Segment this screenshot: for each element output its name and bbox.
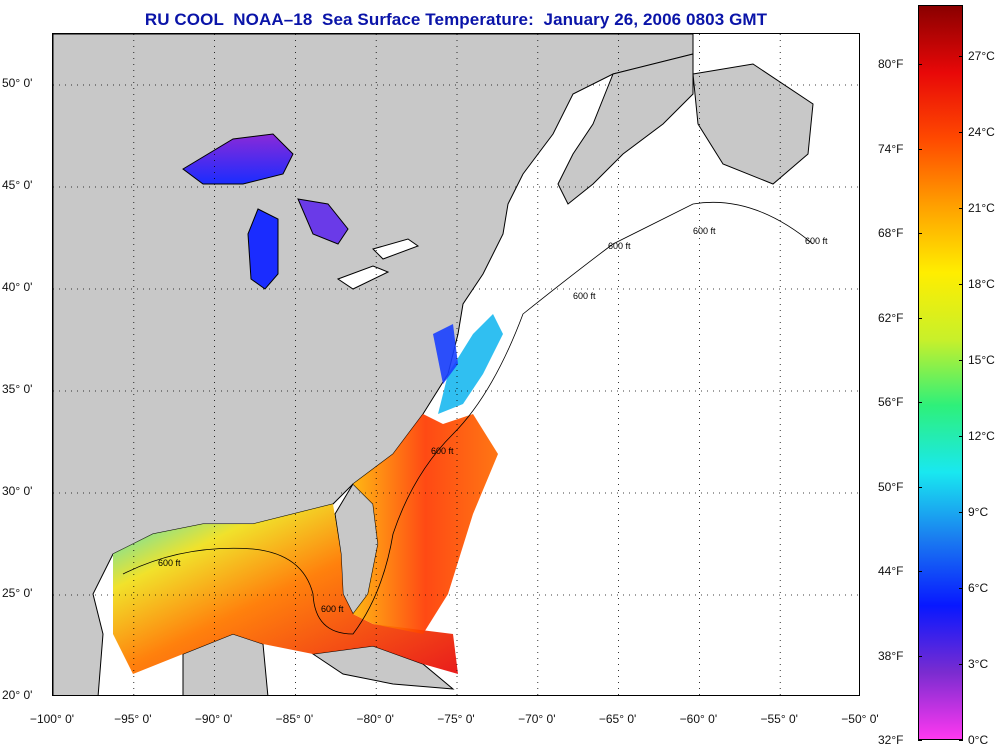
fahrenheit-tick	[918, 317, 922, 319]
longitude-label: −60° 0'	[679, 712, 718, 726]
celsius-label: 0°C	[968, 733, 989, 747]
fahrenheit-label: 62°F	[878, 310, 904, 325]
lake-huron	[297, 198, 349, 245]
fahrenheit-tick	[918, 486, 922, 488]
latitude-label: 30° 0'	[2, 484, 33, 498]
atlantic-shelf-sst	[353, 414, 498, 634]
sst-map: 600 ft 600 ft 600 ft 600 ft 600 ft 600 ft 600 …	[52, 33, 860, 696]
celsius-label: 12°C	[968, 428, 995, 443]
celsius-label: 9°C	[968, 504, 989, 519]
celsius-tick	[959, 587, 963, 589]
fahrenheit-tick	[918, 571, 922, 573]
temperature-colorbar	[918, 5, 963, 740]
fahrenheit-label: 56°F	[878, 395, 904, 410]
celsius-tick	[959, 511, 963, 513]
isobath-label: 600 ft	[158, 558, 181, 568]
newfoundland-land	[692, 63, 814, 185]
land-masses	[53, 34, 814, 695]
longitude-label: −85° 0'	[275, 712, 314, 726]
celsius-label: 15°C	[968, 352, 995, 367]
fahrenheit-tick	[918, 655, 922, 657]
chesapeake-sst	[433, 324, 458, 384]
lake-erie	[336, 265, 390, 290]
gulf-of-mexico-sst	[113, 504, 458, 674]
fahrenheit-label: 44°F	[878, 564, 904, 579]
fahrenheit-tick	[918, 233, 922, 235]
isobath-label: 600 ft	[573, 291, 596, 301]
celsius-tick	[959, 435, 963, 437]
lake-michigan	[247, 208, 279, 290]
map-canvas: 600 ft 600 ft 600 ft 600 ft 600 ft 600 ft 600 …	[53, 34, 859, 695]
isobath-label: 600 ft	[608, 241, 631, 251]
longitude-label: −90° 0'	[194, 712, 233, 726]
fahrenheit-tick	[918, 148, 922, 150]
isobath-label: 600 ft	[805, 236, 828, 246]
longitude-label: −75° 0'	[437, 712, 475, 726]
mid-atlantic-sst	[438, 314, 503, 414]
latitude-label: 20° 0'	[2, 688, 33, 702]
celsius-label: 27°C	[968, 48, 995, 63]
celsius-label: 18°C	[968, 276, 995, 291]
celsius-tick	[959, 207, 963, 209]
latitude-label: 50° 0'	[2, 76, 33, 90]
fahrenheit-label: 50°F	[878, 479, 904, 494]
celsius-tick	[959, 359, 963, 361]
fahrenheit-label: 38°F	[878, 648, 904, 663]
great-lakes	[182, 133, 420, 290]
graticule	[53, 34, 859, 695]
sst-data	[113, 314, 503, 674]
fahrenheit-label: 74°F	[878, 141, 904, 156]
fahrenheit-label: 68°F	[878, 226, 904, 241]
longitude-label: −70° 0'	[518, 712, 556, 726]
celsius-tick	[959, 131, 963, 133]
longitude-label: −95° 0'	[114, 712, 152, 726]
isobath-label: 600 ft	[693, 226, 716, 236]
celsius-label: 21°C	[968, 200, 995, 215]
latitude-label: 40° 0'	[2, 280, 33, 294]
fahrenheit-tick	[918, 64, 922, 66]
maritimes-land	[557, 53, 694, 205]
fahrenheit-label: 32°F	[878, 733, 904, 747]
longitude-label: −100° 0'	[29, 712, 75, 726]
latitude-label: 35° 0'	[2, 382, 33, 396]
isobath-label: 600 ft	[431, 446, 454, 456]
latitude-label: 25° 0'	[2, 586, 33, 600]
celsius-tick	[959, 663, 963, 665]
celsius-label: 6°C	[968, 580, 989, 595]
lake-superior	[182, 133, 294, 185]
lake-ontario	[372, 238, 420, 260]
celsius-label: 24°C	[968, 124, 995, 139]
isobath-labels: 600 ft 600 ft 600 ft 600 ft 600 ft 600 ft 600 …	[158, 226, 828, 614]
fahrenheit-tick	[918, 402, 922, 404]
celsius-tick	[959, 55, 963, 57]
longitude-label: −55° 0'	[760, 712, 798, 726]
celsius-tick	[959, 740, 963, 741]
celsius-label: 3°C	[968, 656, 989, 671]
fahrenheit-label: 80°F	[878, 57, 904, 72]
latitude-label: 45° 0'	[2, 178, 33, 192]
fahrenheit-tick	[918, 740, 922, 741]
celsius-tick	[959, 283, 963, 285]
longitude-label: −80° 0'	[356, 712, 394, 726]
longitude-label: −50° 0'	[841, 712, 879, 726]
longitude-label: −65° 0'	[598, 712, 637, 726]
map-title: RU COOL NOAA–18 Sea Surface Temperature:…	[144, 10, 768, 29]
isobath-label: 600 ft	[321, 604, 344, 614]
isobath-600ft	[122, 201, 814, 635]
